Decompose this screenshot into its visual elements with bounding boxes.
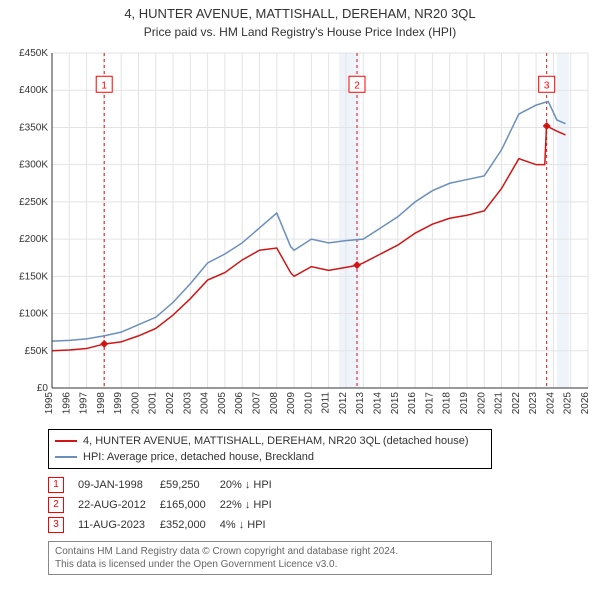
svg-text:1998: 1998 — [96, 391, 107, 414]
footnote: Contains HM Land Registry data © Crown c… — [48, 541, 492, 575]
svg-text:2002: 2002 — [165, 391, 176, 414]
svg-text:3: 3 — [544, 80, 550, 91]
svg-text:2011: 2011 — [321, 391, 332, 413]
chart-area: £0£50K£100K£150K£200K£250K£300K£350K£400… — [8, 43, 592, 423]
svg-text:£250K: £250K — [19, 197, 48, 208]
svg-text:2021: 2021 — [494, 391, 505, 414]
svg-text:1996: 1996 — [61, 391, 72, 414]
sale-delta: 22% ↓ HPI — [220, 495, 286, 515]
svg-text:2020: 2020 — [476, 391, 487, 414]
chart-title: 4, HUNTER AVENUE, MATTISHALL, DEREHAM, N… — [8, 6, 592, 23]
svg-text:2005: 2005 — [217, 391, 228, 414]
sales-table: 1 09-JAN-1998£59,25020% ↓ HPI 2 22-AUG-2012… — [48, 475, 286, 535]
sale-price: £165,000 — [160, 495, 220, 515]
sale-price: £59,250 — [160, 475, 220, 495]
svg-text:2022: 2022 — [511, 391, 522, 414]
svg-text:2026: 2026 — [580, 391, 591, 414]
svg-text:£200K: £200K — [19, 234, 48, 245]
legend: 4, HUNTER AVENUE, MATTISHALL, DEREHAM, N… — [48, 429, 492, 469]
legend-item-hpi: HPI: Average price, detached house, Brec… — [55, 449, 485, 465]
svg-text:1997: 1997 — [79, 391, 90, 414]
legend-swatch-hpi — [55, 456, 77, 458]
sale-delta: 20% ↓ HPI — [220, 475, 286, 495]
svg-text:£350K: £350K — [19, 122, 48, 133]
sales-row: 3 11-AUG-2023£352,0004% ↓ HPI — [48, 515, 286, 535]
sale-date: 22-AUG-2012 — [78, 495, 160, 515]
sale-date: 09-JAN-1998 — [78, 475, 160, 495]
footnote-line1: Contains HM Land Registry data © Crown c… — [55, 545, 485, 558]
legend-label-hpi: HPI: Average price, detached house, Brec… — [83, 451, 314, 463]
svg-text:£50K: £50K — [25, 346, 49, 357]
svg-text:2018: 2018 — [442, 391, 453, 414]
sale-price: £352,000 — [160, 515, 220, 535]
svg-text:2000: 2000 — [130, 391, 141, 414]
svg-text:1: 1 — [101, 80, 107, 91]
svg-text:£300K: £300K — [19, 160, 48, 171]
svg-text:1995: 1995 — [44, 391, 55, 414]
svg-text:2008: 2008 — [269, 391, 280, 414]
sales-row: 1 09-JAN-1998£59,25020% ↓ HPI — [48, 475, 286, 495]
svg-text:£150K: £150K — [19, 271, 48, 282]
svg-text:2016: 2016 — [407, 391, 418, 414]
svg-text:2013: 2013 — [355, 391, 366, 414]
svg-text:2017: 2017 — [424, 391, 435, 414]
svg-text:2009: 2009 — [286, 391, 297, 414]
legend-item-price: 4, HUNTER AVENUE, MATTISHALL, DEREHAM, N… — [55, 433, 485, 449]
chart-svg: £0£50K£100K£150K£200K£250K£300K£350K£400… — [8, 43, 592, 423]
legend-swatch-price — [55, 440, 77, 442]
svg-text:£450K: £450K — [19, 48, 48, 59]
svg-text:2014: 2014 — [373, 391, 384, 414]
legend-label-price: 4, HUNTER AVENUE, MATTISHALL, DEREHAM, N… — [83, 435, 469, 447]
svg-text:2010: 2010 — [303, 391, 314, 414]
svg-text:2006: 2006 — [234, 391, 245, 414]
sale-marker: 2 — [48, 497, 64, 513]
sale-marker: 1 — [48, 477, 64, 493]
sales-row: 2 22-AUG-2012£165,00022% ↓ HPI — [48, 495, 286, 515]
svg-text:2015: 2015 — [390, 391, 401, 414]
svg-text:1999: 1999 — [113, 391, 124, 414]
svg-text:2025: 2025 — [563, 391, 574, 414]
svg-text:2003: 2003 — [182, 391, 193, 414]
svg-text:£400K: £400K — [19, 85, 48, 96]
svg-text:£100K: £100K — [19, 308, 48, 319]
svg-text:2024: 2024 — [545, 391, 556, 414]
chart-subtitle: Price paid vs. HM Land Registry's House … — [8, 25, 592, 39]
sale-date: 11-AUG-2023 — [78, 515, 160, 535]
svg-text:2001: 2001 — [148, 391, 159, 414]
svg-text:2023: 2023 — [528, 391, 539, 414]
footnote-line2: This data is licensed under the Open Gov… — [55, 558, 485, 571]
svg-text:2012: 2012 — [338, 391, 349, 414]
svg-text:2019: 2019 — [459, 391, 470, 414]
svg-text:2004: 2004 — [200, 391, 211, 414]
sale-delta: 4% ↓ HPI — [220, 515, 286, 535]
svg-text:2: 2 — [354, 80, 360, 91]
sale-marker: 3 — [48, 517, 64, 533]
svg-text:2007: 2007 — [251, 391, 262, 414]
